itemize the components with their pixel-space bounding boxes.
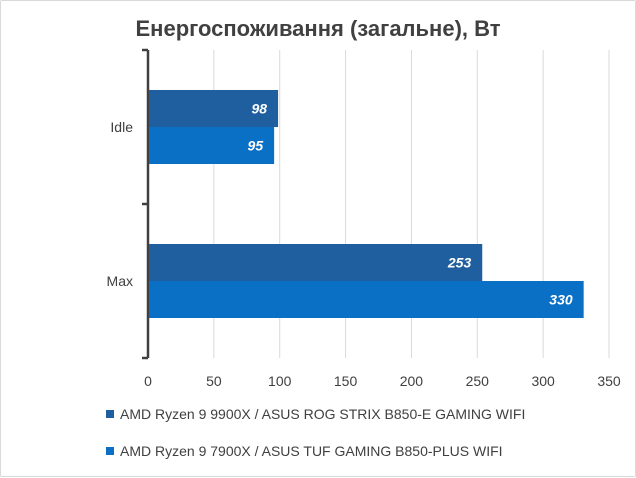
x-tick-label: 250 xyxy=(466,373,490,389)
category-label: Idle xyxy=(110,119,133,135)
legend-swatch-series-1 xyxy=(106,410,114,418)
data-label: 330 xyxy=(549,292,573,308)
x-tick-label: 50 xyxy=(206,373,222,389)
chart-title: Енергоспоживання (загальне), Вт xyxy=(135,16,501,41)
legend-item-series-2: AMD Ryzen 9 7900X / ASUS TUF GAMING B850… xyxy=(106,441,525,461)
bar-chart: 0 50 100 150 200 250 300 350 Idle 98 95 Max 253 330 xyxy=(107,48,621,389)
x-tick-label: 100 xyxy=(268,373,292,389)
x-tick-label: 0 xyxy=(144,373,152,389)
data-label: 95 xyxy=(248,138,264,154)
legend: AMD Ryzen 9 9900X / ASUS ROG STRIX B850-… xyxy=(106,404,525,478)
x-tick-label: 150 xyxy=(334,373,358,389)
x-tick-label: 350 xyxy=(597,373,621,389)
bar xyxy=(149,90,279,127)
legend-swatch-series-2 xyxy=(106,447,114,455)
data-label: 253 xyxy=(447,255,472,271)
x-tick-label: 300 xyxy=(531,373,555,389)
bar xyxy=(149,281,584,318)
bar xyxy=(149,127,275,164)
data-label: 98 xyxy=(252,101,268,117)
category-label: Max xyxy=(107,273,133,289)
legend-label-series-2: AMD Ryzen 9 7900X / ASUS TUF GAMING B850… xyxy=(120,443,503,459)
bar xyxy=(149,244,483,281)
x-tick-label: 200 xyxy=(400,373,424,389)
legend-label-series-1: AMD Ryzen 9 9900X / ASUS ROG STRIX B850-… xyxy=(120,406,526,422)
legend-item-series-1: AMD Ryzen 9 9900X / ASUS ROG STRIX B850-… xyxy=(106,404,525,424)
